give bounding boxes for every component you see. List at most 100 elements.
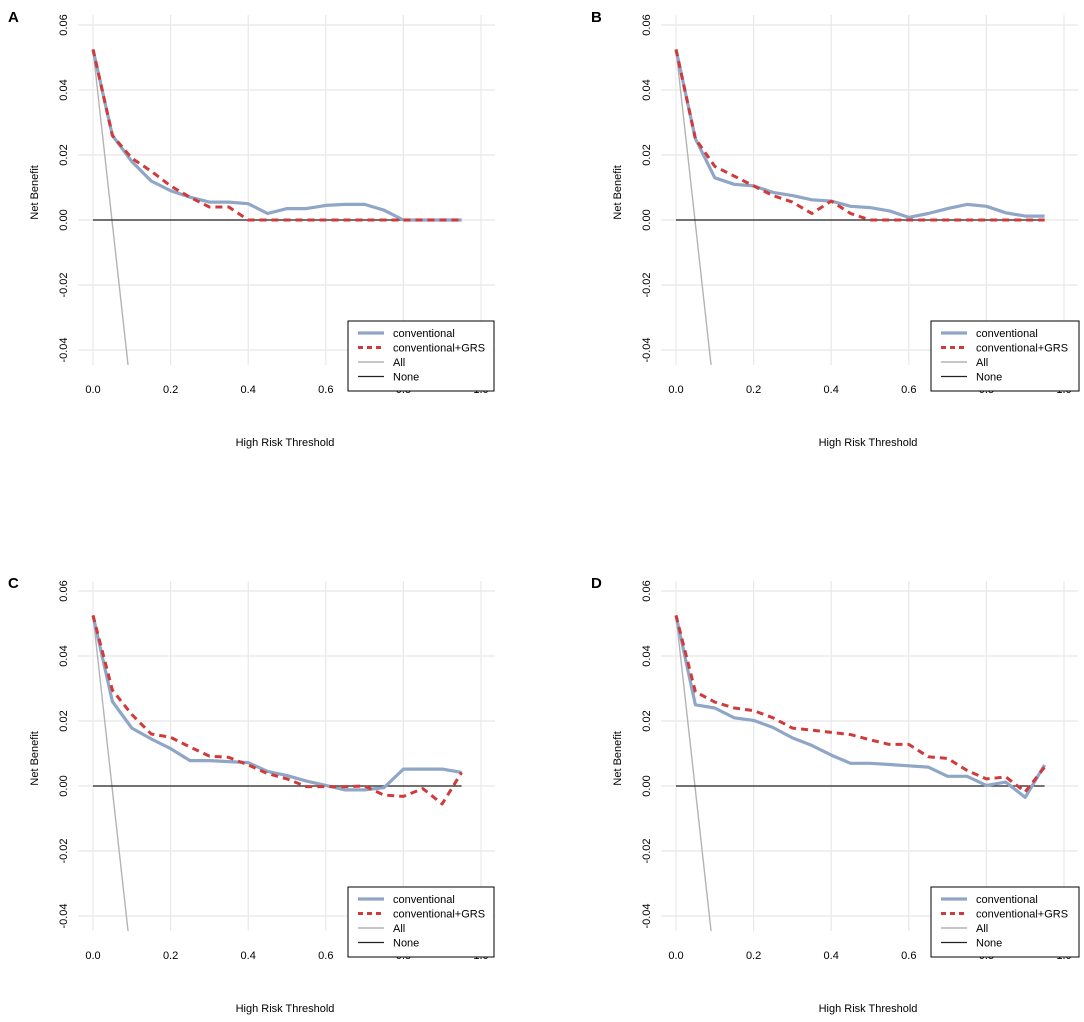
legend-label: None [393,938,419,950]
y-tick-label: 0.04 [641,645,653,666]
x-tick-label: 0.2 [163,384,178,396]
y-tick-label: -0.02 [641,838,653,863]
y-tick-label: 0.06 [58,14,70,35]
y-axis-title: Net Benefit [29,731,41,785]
y-tick-labels: -0.04 -0.02 0.00 0.02 0.04 0.06 [58,580,70,928]
y-tick-label: 0.06 [641,580,653,601]
conventional-line [91,49,462,222]
y-tick-label: 0.00 [58,775,70,796]
legend-label: None [976,372,1002,384]
legend-label: None [976,938,1002,950]
gridlines [78,15,495,365]
y-tick-labels: -0.04 -0.02 0.00 0.02 0.04 0.06 [641,14,653,362]
x-tick-label: 0.0 [668,950,683,962]
conventional-line [91,615,462,792]
all-line [92,49,129,365]
y-tick-label: -0.04 [58,337,70,362]
y-tick-label: 0.02 [58,710,70,731]
panel-letter: A [8,9,19,26]
x-tick-label: 0.0 [85,950,100,962]
x-tick-label: 0.0 [668,384,683,396]
legend: conventional conventional+GRS All None [930,320,1080,392]
legend: conventional conventional+GRS All None [347,320,495,392]
all-line [675,49,712,365]
legend-label: conventional [976,328,1038,340]
conventional-grs-line [91,49,462,222]
y-tick-label: -0.04 [641,903,653,928]
y-axis-title: Net Benefit [612,731,624,785]
x-tick-label: 0.6 [901,384,916,396]
panel-letter: C [8,575,19,592]
legend-label: None [393,372,419,384]
legend-label: conventional [393,328,455,340]
x-tick-label: 0.0 [85,384,100,396]
legend-label: All [976,357,988,369]
y-tick-label: 0.00 [641,209,653,230]
legend-label: conventional+GRS [393,343,485,355]
series-lines [91,49,462,365]
x-tick-label: 0.4 [824,384,839,396]
x-axis-title: High Risk Threshold [236,1003,335,1015]
y-tick-labels: -0.04 -0.02 0.00 0.02 0.04 0.06 [58,14,70,362]
x-tick-label: 0.4 [241,950,256,962]
y-tick-label: 0.02 [641,710,653,731]
y-axis-title: Net Benefit [29,165,41,219]
all-line [92,615,129,931]
panel-D: D0.00.20.40.60.81.0-0.04-0.020.000.020.0… [591,575,1080,1015]
legend: conventional conventional+GRS All None [347,886,495,958]
x-tick-label: 0.4 [824,950,839,962]
conventional-grs-line [91,615,463,806]
panel-B: B0.00.20.40.60.81.0-0.04-0.020.000.020.0… [591,9,1080,449]
x-tick-label: 0.2 [163,950,178,962]
legend-label: conventional+GRS [976,909,1068,921]
x-tick-label: 0.6 [901,950,916,962]
y-tick-label: -0.04 [58,903,70,928]
legend: conventional conventional+GRS All None [930,886,1080,958]
gridlines [661,15,1078,365]
legend-label: conventional+GRS [976,343,1068,355]
all-line [675,615,712,931]
panel-C: C0.00.20.40.60.81.0-0.04-0.020.000.020.0… [8,575,495,1015]
y-axis-title: Net Benefit [612,165,624,219]
x-tick-labels: 0.00.20.40.60.81.0 [85,384,488,396]
x-axis-title: High Risk Threshold [236,437,335,449]
x-axis-title: High Risk Threshold [819,1003,918,1015]
y-tick-label: 0.04 [58,79,70,100]
series-lines [674,49,1045,365]
y-tick-label: -0.04 [641,337,653,362]
y-tick-label: 0.02 [58,144,70,165]
panel-letter: B [591,9,602,26]
y-tick-labels: -0.04 -0.02 0.00 0.02 0.04 0.06 [641,580,653,928]
y-tick-label: -0.02 [58,272,70,297]
gridlines [661,581,1078,931]
x-tick-label: 0.6 [318,950,333,962]
panel-A: A0.00.20.40.60.81.0-0.04-0.020.000.020.0… [8,9,495,449]
conventional-grs-line [674,49,1045,222]
x-axis-title: High Risk Threshold [819,437,918,449]
x-tick-label: 0.2 [746,384,761,396]
x-tick-label: 0.4 [241,384,256,396]
series-lines [674,615,1046,931]
y-tick-label: 0.02 [641,144,653,165]
x-tick-label: 0.2 [746,950,761,962]
x-tick-label: 0.6 [318,384,333,396]
y-tick-label: 0.06 [58,580,70,601]
conventional-line [674,49,1045,219]
legend-label: conventional [393,894,455,906]
conventional-grs-line [674,615,1046,794]
legend-label: All [393,357,405,369]
legend-label: All [393,923,405,935]
series-lines [91,615,463,931]
y-tick-label: 0.04 [641,79,653,100]
legend-label: conventional [976,894,1038,906]
y-tick-label: -0.02 [58,838,70,863]
legend-label: All [976,923,988,935]
legend-label: conventional+GRS [393,909,485,921]
y-tick-label: 0.06 [641,14,653,35]
y-tick-label: 0.00 [641,775,653,796]
panel-letter: D [591,575,602,592]
conventional-line [674,615,1046,800]
gridlines [78,581,495,931]
y-tick-label: 0.04 [58,645,70,666]
